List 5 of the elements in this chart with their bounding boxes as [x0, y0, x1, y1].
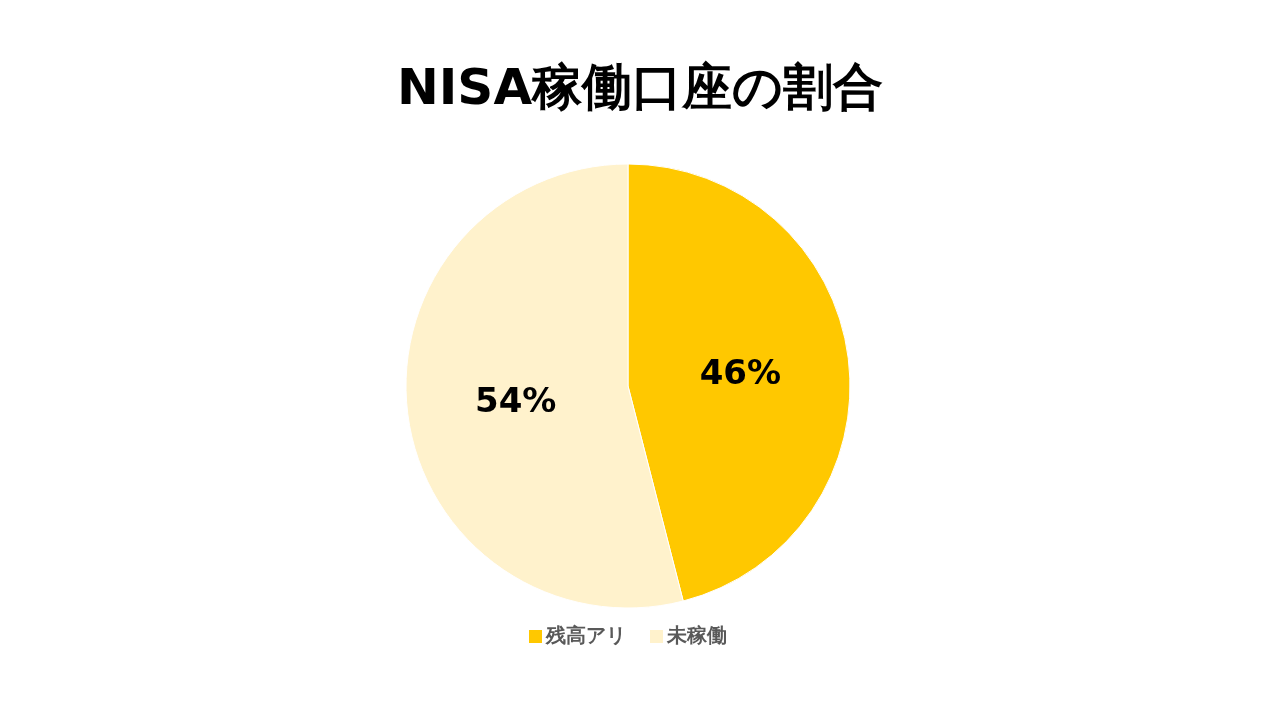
legend-label: 未稼働 — [667, 623, 727, 647]
data-label: 54% — [474, 380, 557, 421]
chart-title: NISA稼働口座の割合 — [395, 57, 885, 118]
legend-label: 残高アリ — [546, 623, 626, 647]
data-label: 46% — [699, 351, 782, 392]
